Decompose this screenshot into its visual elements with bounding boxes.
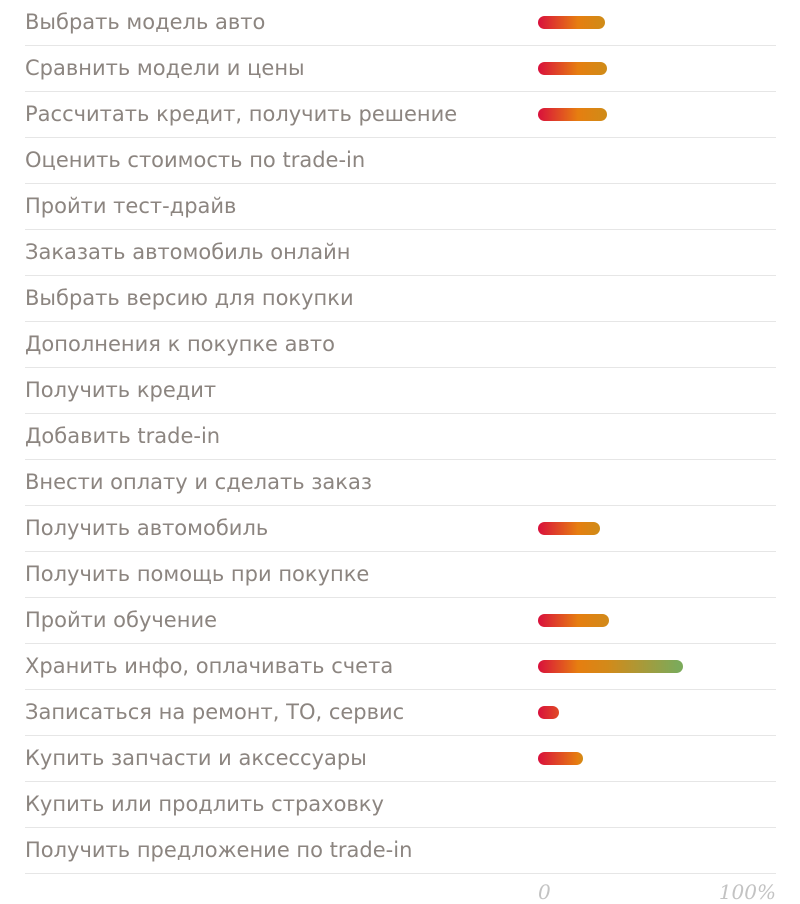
bar xyxy=(538,706,559,719)
chart-row: Внести оплату и сделать заказ xyxy=(25,460,776,506)
category-label: Купить запчасти и аксессуары xyxy=(25,746,367,770)
chart-row: Дополнения к покупке авто xyxy=(25,322,776,368)
chart-row: Записаться на ремонт, ТО, сервис xyxy=(25,690,776,736)
chart-row: Рассчитать кредит, получить решение xyxy=(25,92,776,138)
category-label: Сравнить модели и цены xyxy=(25,56,305,80)
chart-row: Сравнить модели и цены xyxy=(25,46,776,92)
category-label: Оценить стоимость по trade-in xyxy=(25,148,366,172)
category-label: Заказать автомобиль онлайн xyxy=(25,240,351,264)
chart-row: Получить предложение по trade-in xyxy=(25,828,776,874)
bar xyxy=(538,614,609,627)
x-axis-tick-100: 100% xyxy=(718,880,776,904)
x-axis-tick-0: 0 xyxy=(538,880,551,904)
bar-chart: Выбрать модель авто Сравнить модели и цен… xyxy=(25,0,776,874)
chart-row: Хранить инфо, оплачивать счета xyxy=(25,644,776,690)
chart-row: Получить кредит xyxy=(25,368,776,414)
chart-row: Купить или продлить страховку xyxy=(25,782,776,828)
category-label: Пройти тест-драйв xyxy=(25,194,237,218)
chart-row: Пройти обучение xyxy=(25,598,776,644)
chart-row: Выбрать версию для покупки xyxy=(25,276,776,322)
category-label: Выбрать модель авто xyxy=(25,10,266,34)
category-label: Получить кредит xyxy=(25,378,217,402)
chart-row: Оценить стоимость по trade-in xyxy=(25,138,776,184)
chart-row: Пройти тест-драйв xyxy=(25,184,776,230)
category-label: Выбрать версию для покупки xyxy=(25,286,354,310)
chart-row: Получить помощь при покупке xyxy=(25,552,776,598)
chart-row: Купить запчасти и аксессуары xyxy=(25,736,776,782)
chart-row: Выбрать модель авто xyxy=(25,0,776,46)
chart-row: Добавить trade-in xyxy=(25,414,776,460)
category-label: Хранить инфо, оплачивать счета xyxy=(25,654,394,678)
bar xyxy=(538,752,583,765)
bar xyxy=(538,108,607,121)
bar xyxy=(538,62,607,75)
bar xyxy=(538,660,683,673)
category-label: Рассчитать кредит, получить решение xyxy=(25,102,458,126)
chart-row: Заказать автомобиль онлайн xyxy=(25,230,776,276)
category-label: Записаться на ремонт, ТО, сервис xyxy=(25,700,405,724)
chart-row: Получить автомобиль xyxy=(25,506,776,552)
bar xyxy=(538,16,605,29)
category-label: Внести оплату и сделать заказ xyxy=(25,470,373,494)
category-label: Получить автомобиль xyxy=(25,516,269,540)
bar xyxy=(538,522,600,535)
category-label: Дополнения к покупке авто xyxy=(25,332,335,356)
category-label: Получить предложение по trade-in xyxy=(25,838,413,862)
category-label: Получить помощь при покупке xyxy=(25,562,370,586)
category-label: Купить или продлить страховку xyxy=(25,792,384,816)
category-label: Добавить trade-in xyxy=(25,424,221,448)
category-label: Пройти обучение xyxy=(25,608,218,632)
